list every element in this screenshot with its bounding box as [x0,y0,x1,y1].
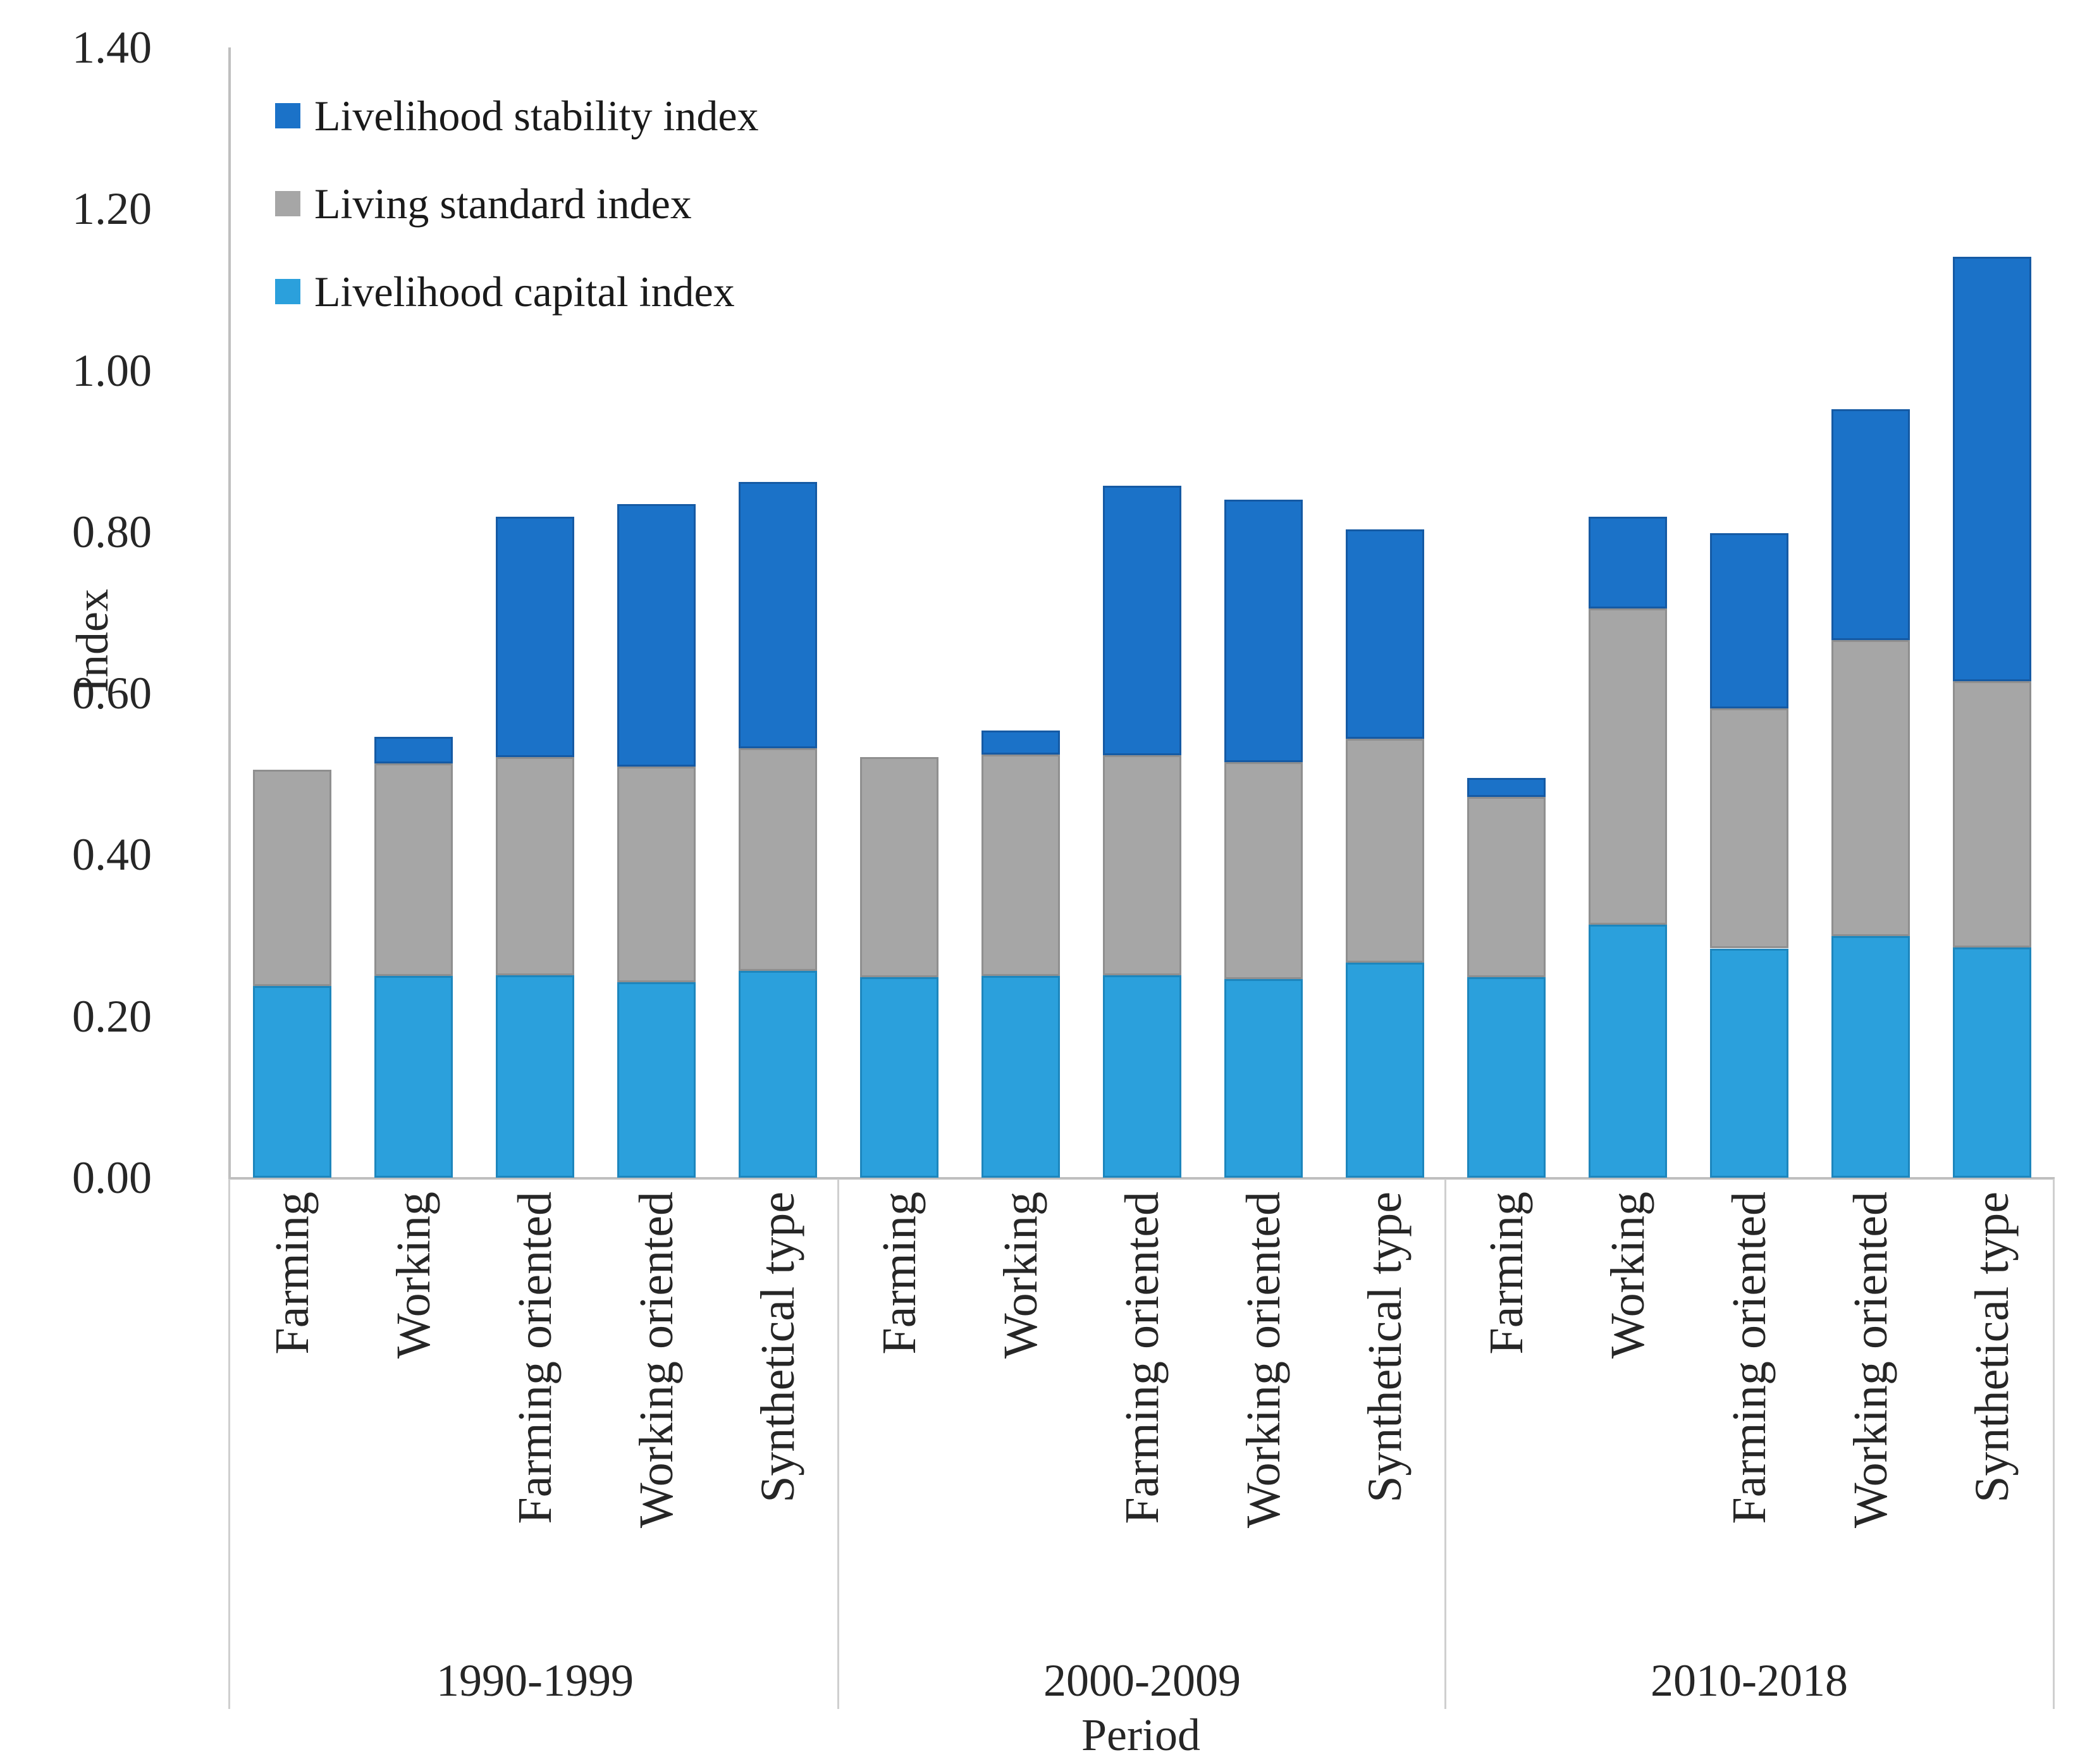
bar-2010-2018-farming-livelihood-stability-index [1467,778,1546,797]
x-category-label: Farming oriented [508,1192,562,1524]
y-tick-label: 0.80 [72,506,152,557]
bar-1990-1999-farming-living-standard-index [253,770,331,987]
x-category-label: Farming oriented [1723,1192,1776,1524]
bar-1990-1999-working-oriented-livelihood-stability-index [617,504,696,767]
bar-1990-1999-synthetical-type-livelihood-stability-index [739,481,817,748]
x-category-label: Working oriented [630,1192,683,1529]
x-category-label: Farming [873,1192,926,1355]
x-period-label: 1990-1999 [436,1655,634,1706]
bar-2000-2009-working-oriented-livelihood-capital-index [1224,979,1303,1178]
bar-2010-2018-farming-oriented-livelihood-stability-index [1710,533,1788,709]
bar-2000-2009-farming-oriented-livelihood-capital-index [1103,975,1181,1178]
legend-item-label: Living standard index [314,180,692,228]
x-category-label: Farming [266,1192,319,1355]
bar-2010-2018-farming-living-standard-index [1467,796,1546,978]
bar-2010-2018-synthetical-type-living-standard-index [1953,681,2031,948]
bar-2000-2009-farming-living-standard-index [860,756,938,978]
y-tick-label: 1.40 [72,22,152,73]
bar-2000-2009-working-livelihood-capital-index [981,975,1060,1178]
bar-2000-2009-synthetical-type-livelihood-stability-index [1346,529,1424,739]
x-category-label: Synthetical type [1358,1192,1412,1503]
x-category-label: Synthetical type [751,1192,804,1503]
bar-2010-2018-working-oriented-livelihood-stability-index [1831,409,1910,640]
legend-swatch [275,279,300,304]
bar-2000-2009-working-living-standard-index [981,755,1060,976]
group-separator-line [837,1179,839,1709]
bar-2010-2018-synthetical-type-livelihood-capital-index [1953,947,2031,1178]
bar-1990-1999-farming-livelihood-capital-index [253,986,331,1178]
bar-1990-1999-synthetical-type-living-standard-index [739,748,817,971]
bar-2010-2018-working-livelihood-capital-index [1589,925,1667,1178]
bar-2010-2018-farming-livelihood-capital-index [1467,977,1546,1178]
bar-1990-1999-working-oriented-livelihood-capital-index [617,982,696,1178]
group-separator-line [1444,1179,1446,1709]
bar-2010-2018-working-oriented-livelihood-capital-index [1831,936,1910,1178]
y-tick-label: 1.00 [72,345,152,396]
x-category-label: Farming [1480,1192,1533,1355]
bar-2000-2009-farming-oriented-living-standard-index [1103,755,1181,975]
bar-1990-1999-working-livelihood-capital-index [374,975,453,1178]
bar-2010-2018-farming-oriented-living-standard-index [1710,708,1788,949]
x-category-label: Farming oriented [1116,1192,1169,1524]
y-tick-label: 0.20 [72,990,152,1042]
bar-2000-2009-synthetical-type-living-standard-index [1346,738,1424,963]
bar-1990-1999-working-oriented-living-standard-index [617,767,696,983]
y-tick-label: 0.60 [72,668,152,719]
x-category-label: Working [1601,1192,1654,1359]
bar-2000-2009-working-oriented-living-standard-index [1224,762,1303,979]
bar-2000-2009-farming-oriented-livelihood-stability-index [1103,486,1181,756]
bar-2000-2009-working-oriented-livelihood-stability-index [1224,499,1303,762]
legend-swatch [275,103,300,128]
y-tick-label: 1.20 [72,183,152,235]
x-axis-line [228,1177,2055,1180]
y-tick-label: 0.00 [72,1152,152,1203]
bar-1990-1999-farming-oriented-livelihood-capital-index [496,975,574,1178]
legend-item: Living standard index [275,177,692,230]
bar-2000-2009-working-livelihood-stability-index [981,730,1060,755]
legend-item: Livelihood stability index [275,89,759,142]
bar-1990-1999-working-livelihood-stability-index [374,737,453,764]
bar-1990-1999-working-living-standard-index [374,763,453,976]
y-axis-line [228,47,231,1179]
group-separator-line [2053,1179,2055,1709]
legend-item: Livelihood capital index [275,265,735,318]
bar-2010-2018-farming-oriented-livelihood-capital-index [1710,948,1788,1178]
legend-item-label: Livelihood stability index [314,92,759,140]
x-category-label: Working oriented [1237,1192,1290,1529]
bar-2000-2009-synthetical-type-livelihood-capital-index [1346,963,1424,1178]
x-category-label: Working [994,1192,1047,1359]
x-category-label: Working oriented [1844,1192,1897,1529]
x-axis-title: Period [1081,1710,1200,1760]
bar-2010-2018-synthetical-type-livelihood-stability-index [1953,256,2031,681]
bar-2010-2018-working-oriented-living-standard-index [1831,639,1910,937]
group-separator-line [228,1179,230,1709]
bar-2000-2009-farming-livelihood-capital-index [860,977,938,1178]
bar-1990-1999-farming-oriented-living-standard-index [496,756,574,975]
x-category-label: Synthetical type [1966,1192,2019,1503]
bar-2010-2018-working-livelihood-stability-index [1589,516,1667,609]
x-period-label: 2000-2009 [1043,1655,1241,1706]
x-period-label: 2010-2018 [1651,1655,1848,1706]
x-category-label: Working [387,1192,440,1359]
bar-2010-2018-working-living-standard-index [1589,608,1667,925]
y-tick-label: 0.40 [72,829,152,880]
bar-1990-1999-farming-oriented-livelihood-stability-index [496,516,574,757]
legend-swatch [275,191,300,216]
bar-1990-1999-synthetical-type-livelihood-capital-index [739,971,817,1178]
legend-item-label: Livelihood capital index [314,268,735,316]
